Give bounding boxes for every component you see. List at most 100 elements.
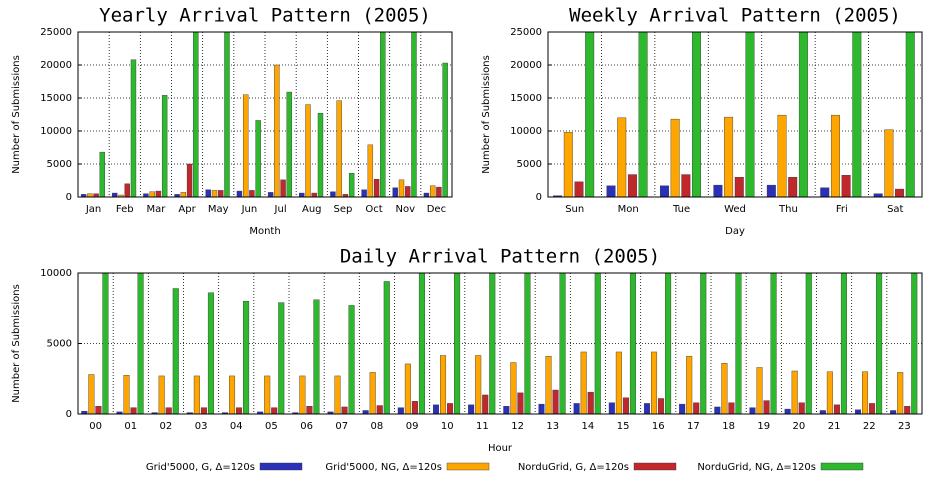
bar	[418, 273, 425, 414]
bar	[721, 363, 728, 414]
bar	[130, 59, 137, 197]
bar	[398, 179, 405, 197]
x-tick-label: Aug	[302, 204, 322, 215]
bar	[574, 181, 584, 197]
bar	[517, 392, 524, 414]
bars	[80, 32, 448, 197]
bar	[348, 173, 355, 197]
bar	[552, 389, 559, 414]
bar	[805, 273, 812, 414]
legend-swatch	[633, 462, 677, 471]
x-tick-label: 00	[89, 421, 102, 432]
x-tick-label: 03	[195, 421, 208, 432]
x-tick-label: Jul	[274, 204, 287, 215]
bar	[423, 192, 430, 197]
bar	[330, 191, 336, 197]
x-axis-label: Hour	[488, 443, 513, 454]
bar	[728, 402, 735, 414]
bar	[629, 273, 636, 414]
bar	[280, 179, 286, 197]
y-tick-label: 5000	[47, 339, 72, 350]
x-tick-label: 19	[757, 421, 770, 432]
x-tick-label: Tue	[672, 204, 690, 215]
bar	[236, 190, 243, 197]
bar	[911, 273, 918, 414]
x-tick-label: Wed	[724, 204, 746, 215]
bar	[442, 62, 448, 197]
bar	[627, 174, 637, 197]
bar	[897, 372, 904, 414]
y-tick-label: 25000	[40, 27, 72, 38]
bar	[200, 407, 207, 414]
bar	[608, 402, 615, 414]
bar	[243, 301, 250, 414]
bar	[869, 403, 876, 414]
bar	[643, 403, 651, 414]
y-tick-label: 20000	[510, 60, 542, 71]
y-tick-label: 15000	[510, 93, 542, 104]
x-tick-label: 01	[124, 421, 137, 432]
bar	[224, 32, 230, 197]
x-tick-label: 14	[582, 421, 595, 432]
bar	[820, 187, 830, 197]
x-tick-label: Sun	[565, 204, 584, 215]
x-tick-label: Mar	[146, 204, 166, 215]
x-tick-label: Jun	[241, 204, 258, 215]
bar	[174, 194, 180, 197]
y-tick-label: 10000	[510, 126, 542, 137]
bar	[116, 411, 123, 414]
x-tick-label: Dec	[427, 204, 446, 215]
x-tick-label: Jan	[85, 204, 101, 215]
bar	[454, 273, 461, 414]
bar	[734, 176, 744, 197]
bar	[278, 302, 285, 414]
bar	[383, 281, 390, 414]
x-tick-label: 22	[863, 421, 876, 432]
bar	[580, 351, 587, 414]
bar	[890, 410, 897, 414]
bar	[830, 114, 840, 197]
bar	[137, 273, 144, 414]
bar	[724, 116, 734, 197]
bar	[852, 32, 862, 197]
bar	[313, 299, 320, 414]
y-tick-label: 25000	[510, 27, 542, 38]
bars	[553, 32, 915, 197]
bar	[193, 32, 199, 197]
plot-frame	[77, 31, 453, 198]
bar	[229, 375, 236, 414]
bar	[524, 273, 531, 414]
bar	[376, 405, 383, 414]
bar	[670, 118, 680, 197]
x-tick-label: Sat	[887, 204, 903, 215]
x-tick-label: 02	[160, 421, 173, 432]
bar	[606, 185, 616, 197]
bar	[299, 375, 306, 414]
bar	[306, 406, 313, 414]
bar	[798, 32, 808, 197]
bar	[327, 411, 334, 414]
x-tick-label: 09	[406, 421, 419, 432]
chart-title: Weekly Arrival Pattern (2005)	[569, 5, 901, 27]
bar	[895, 188, 905, 197]
legend-label: NorduGrid, G, Δ=120s	[518, 462, 629, 473]
bar	[854, 409, 862, 414]
bar	[615, 351, 622, 414]
bar	[130, 407, 137, 414]
bar	[819, 410, 826, 414]
bar	[905, 32, 915, 197]
bar	[112, 192, 118, 197]
bar	[373, 178, 380, 197]
bar	[840, 273, 847, 414]
bar	[211, 190, 218, 197]
bar	[440, 355, 447, 414]
x-tick-label: 15	[617, 421, 630, 432]
x-tick-label: 04	[230, 421, 243, 432]
bar	[798, 402, 805, 414]
bar	[180, 192, 187, 197]
y-tick-label: 10000	[40, 126, 72, 137]
bar	[342, 194, 349, 197]
bar	[88, 374, 95, 414]
bar	[585, 32, 595, 197]
